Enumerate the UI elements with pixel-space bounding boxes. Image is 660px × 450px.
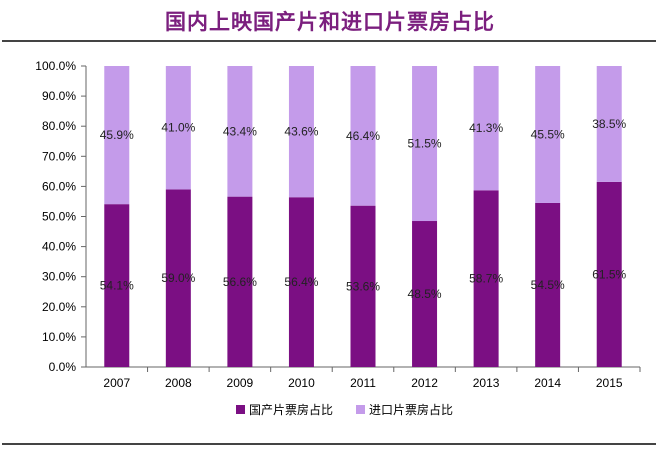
bar-segment: [596, 181, 622, 367]
bar-segment: [596, 66, 622, 182]
x-tick-label: 2009: [227, 376, 254, 390]
legend-swatch: [356, 405, 365, 414]
bar-segment: [165, 66, 191, 190]
bar-segment: [104, 66, 130, 205]
data-label: 45.9%: [100, 128, 134, 142]
x-tick-label: 2010: [288, 376, 315, 390]
x-tick-label: 2011: [350, 376, 376, 390]
bar-segment: [473, 66, 499, 191]
data-label: 54.5%: [531, 278, 565, 292]
y-tick-label: 50.0%: [42, 210, 76, 224]
y-tick-label: 60.0%: [42, 179, 76, 193]
bar-segment: [227, 66, 253, 197]
y-tick-label: 90.0%: [42, 89, 76, 103]
data-label: 48.5%: [408, 287, 442, 301]
bar-segment: [412, 221, 438, 367]
bar-segment: [227, 196, 253, 367]
y-tick-label: 0.0%: [49, 360, 77, 374]
bar-segment: [350, 205, 376, 367]
data-label: 56.4%: [284, 275, 318, 289]
data-label: 56.6%: [223, 275, 257, 289]
legend-swatch: [236, 405, 245, 414]
data-label: 59.0%: [161, 271, 195, 285]
data-label: 45.5%: [531, 127, 565, 141]
y-tick-label: 100.0%: [35, 59, 76, 73]
x-tick-label: 2014: [534, 376, 561, 390]
bar-segment: [535, 202, 561, 367]
data-label: 46.4%: [346, 129, 380, 143]
y-tick-label: 40.0%: [42, 240, 76, 254]
bar-segment: [412, 66, 438, 222]
bar-segment: [473, 190, 499, 367]
data-label: 43.4%: [223, 124, 257, 138]
bar-segment: [350, 66, 376, 206]
bar-segment: [165, 189, 191, 367]
data-label: 38.5%: [592, 117, 626, 131]
y-tick-label: 70.0%: [42, 149, 76, 163]
bar-segment: [104, 204, 130, 367]
data-label: 58.7%: [469, 272, 503, 286]
x-tick-label: 2008: [165, 376, 192, 390]
data-label: 54.1%: [100, 279, 134, 293]
top-divider: [2, 40, 656, 42]
data-label: 61.5%: [592, 267, 626, 281]
legend-label: 国产片票房占比: [249, 402, 333, 417]
x-tick-label: 2013: [473, 376, 500, 390]
x-tick-label: 2007: [103, 376, 130, 390]
legend-label: 进口片票房占比: [369, 402, 453, 417]
bar-segment: [288, 197, 314, 367]
x-tick-label: 2012: [411, 376, 438, 390]
y-tick-label: 30.0%: [42, 270, 76, 284]
y-tick-label: 80.0%: [42, 119, 76, 133]
bar-segment: [288, 66, 314, 198]
bar-segment: [535, 66, 561, 203]
chart-title: 国内上映国产片和进口片票房占比: [165, 9, 495, 34]
data-label: 43.6%: [284, 125, 318, 139]
data-label: 41.0%: [161, 121, 195, 135]
y-tick-label: 10.0%: [42, 330, 76, 344]
data-label: 41.3%: [469, 121, 503, 135]
data-label: 53.6%: [346, 279, 380, 293]
bottom-divider: [2, 443, 656, 445]
x-tick-label: 2015: [596, 376, 623, 390]
y-tick-label: 20.0%: [42, 300, 76, 314]
data-label: 51.5%: [408, 137, 442, 151]
